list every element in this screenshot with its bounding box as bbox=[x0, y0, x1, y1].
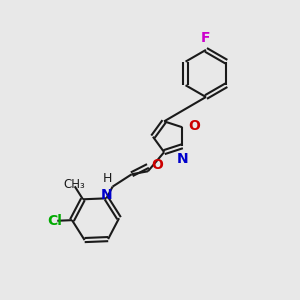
Text: O: O bbox=[188, 119, 200, 133]
Text: O: O bbox=[152, 158, 163, 172]
Text: Cl: Cl bbox=[47, 214, 62, 228]
Text: CH₃: CH₃ bbox=[63, 178, 85, 191]
Text: N: N bbox=[177, 152, 189, 166]
Text: F: F bbox=[201, 31, 211, 45]
Text: N: N bbox=[100, 188, 112, 202]
Text: H: H bbox=[103, 172, 112, 184]
